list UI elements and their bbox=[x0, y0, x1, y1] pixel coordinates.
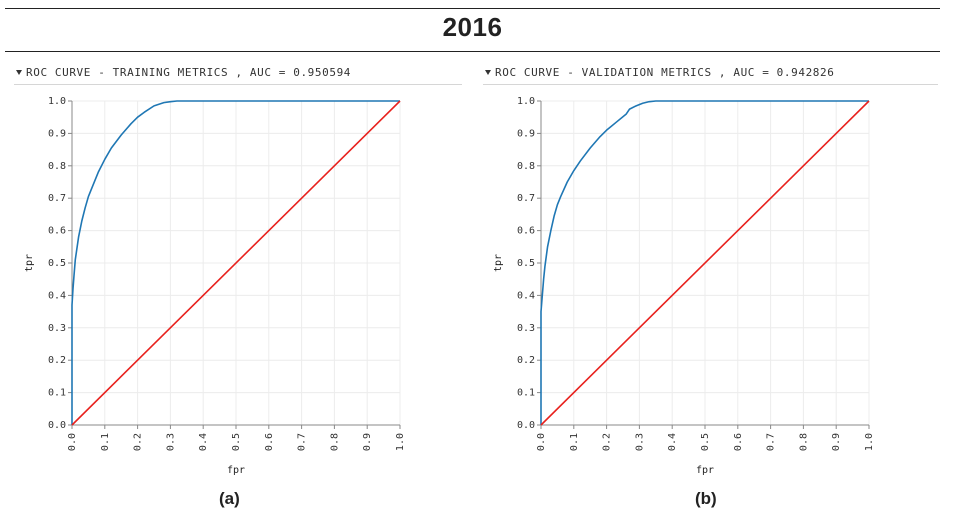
chart-b-y-tick-label: 0.5 bbox=[517, 258, 535, 269]
chart-b-y-tick-label: 0.7 bbox=[517, 193, 535, 204]
collapse-triangle-icon[interactable] bbox=[485, 70, 491, 75]
panel-title-training: ROC CURVE - TRAINING METRICS , AUC = 0.9… bbox=[26, 66, 352, 79]
chart-a-y-tick-label: 0.7 bbox=[48, 193, 66, 204]
chart-b-y-tick-label: 0.8 bbox=[517, 161, 535, 172]
chart-a-x-tick-label: 0.5 bbox=[231, 433, 242, 451]
chart-a-x-tick-label: 0.2 bbox=[133, 433, 144, 451]
chart-a-y-axis-label: tpr bbox=[24, 254, 35, 272]
chart-b-y-axis-label: tpr bbox=[493, 254, 504, 272]
chart-b-x-tick-label: 0.2 bbox=[602, 433, 613, 451]
chart-a-y-tick-label: 0.2 bbox=[48, 355, 66, 366]
chart-b-x-tick-label: 0.0 bbox=[536, 433, 547, 451]
chart-a-x-tick-label: 0.1 bbox=[100, 433, 111, 451]
chart-b-x-tick-label: 0.1 bbox=[569, 433, 580, 451]
roc-chart-training: 0.0 0.1 0.2 0.3 0.4 0.5 0.6 0.7 0.8 0.9 1.0 0.0 0.1 0… bbox=[24, 96, 406, 476]
chart-b-x-axis-label: fpr bbox=[696, 465, 714, 476]
chart-a-x-tick-label: 0.9 bbox=[362, 433, 373, 451]
chart-a-x-tick-label: 0.7 bbox=[297, 433, 308, 451]
chart-b-x-tick-label: 0.7 bbox=[766, 433, 777, 451]
chart-b-roc-curve bbox=[540, 100, 869, 425]
chart-a-y-tick-label: 0.1 bbox=[48, 388, 66, 399]
chart-a-x-axis-label: fpr bbox=[227, 465, 245, 476]
chart-b-x-tick-label: 0.5 bbox=[700, 433, 711, 451]
chart-b-y-tick-label: 0.9 bbox=[517, 128, 535, 139]
chart-b-y-tick-label: 0.1 bbox=[517, 388, 535, 399]
title-underline bbox=[5, 51, 940, 52]
chart-b-x-tick-label: 0.6 bbox=[733, 433, 744, 451]
chart-a-x-tick-label: 0.3 bbox=[165, 433, 176, 451]
chart-a-x-tick-label: 0.8 bbox=[329, 433, 340, 451]
panel-header-validation[interactable]: ROC CURVE - VALIDATION METRICS , AUC = 0… bbox=[483, 66, 938, 85]
chart-a-y-tick-label: 0.3 bbox=[48, 323, 66, 334]
chart-b-y-tick-label: 1.0 bbox=[517, 96, 535, 107]
chart-b-x-tick-label: 0.8 bbox=[798, 433, 809, 451]
chart-b-chance-diagonal bbox=[540, 100, 870, 426]
chart-b-x-tick-label: 1.0 bbox=[864, 433, 875, 451]
chart-b-y-tick-label: 0.6 bbox=[517, 226, 535, 237]
roc-chart-validation: 0.0 0.1 0.2 0.3 0.4 0.5 0.6 0.7 0.8 0.9 1.0 0.0 0.1 0… bbox=[493, 96, 875, 476]
chart-a-y-tick-label: 0.0 bbox=[48, 420, 66, 431]
chart-b-x-tick-label: 0.3 bbox=[634, 433, 645, 451]
chart-a-x-tick-label: 0.4 bbox=[198, 433, 209, 451]
collapse-triangle-icon[interactable] bbox=[16, 70, 22, 75]
caption-b: (b) bbox=[695, 489, 717, 508]
chart-b-y-tick-label: 0.2 bbox=[517, 355, 535, 366]
chart-a-x-tick-label: 0.6 bbox=[264, 433, 275, 451]
caption-a: (a) bbox=[219, 489, 240, 508]
chart-a-y-tick-label: 0.5 bbox=[48, 258, 66, 269]
chart-b-x-tick-label: 0.9 bbox=[831, 433, 842, 451]
chart-a-x-tick-label: 1.0 bbox=[395, 433, 406, 451]
chart-b-x-tick-label: 0.4 bbox=[667, 433, 678, 451]
figure-title: 2016 bbox=[442, 12, 503, 42]
chart-b-y-tick-label: 0.0 bbox=[517, 420, 535, 431]
chart-a-x-tick-label: 0.0 bbox=[67, 433, 78, 451]
panel-header-training[interactable]: ROC CURVE - TRAINING METRICS , AUC = 0.9… bbox=[14, 66, 462, 85]
chart-a-y-tick-label: 1.0 bbox=[48, 96, 66, 107]
chart-a-y-tick-label: 0.6 bbox=[48, 226, 66, 237]
chart-a-y-tick-label: 0.8 bbox=[48, 161, 66, 172]
panel-title-validation: ROC CURVE - VALIDATION METRICS , AUC = 0… bbox=[495, 66, 835, 79]
top-rule bbox=[5, 8, 940, 9]
chart-b-y-tick-label: 0.3 bbox=[517, 323, 535, 334]
chart-a-chance-diagonal bbox=[71, 100, 401, 426]
chart-b-y-tick-label: 0.4 bbox=[517, 290, 535, 301]
chart-a-y-tick-label: 0.4 bbox=[48, 290, 66, 301]
chart-a-y-tick-label: 0.9 bbox=[48, 128, 66, 139]
chart-a-roc-curve bbox=[71, 100, 400, 425]
